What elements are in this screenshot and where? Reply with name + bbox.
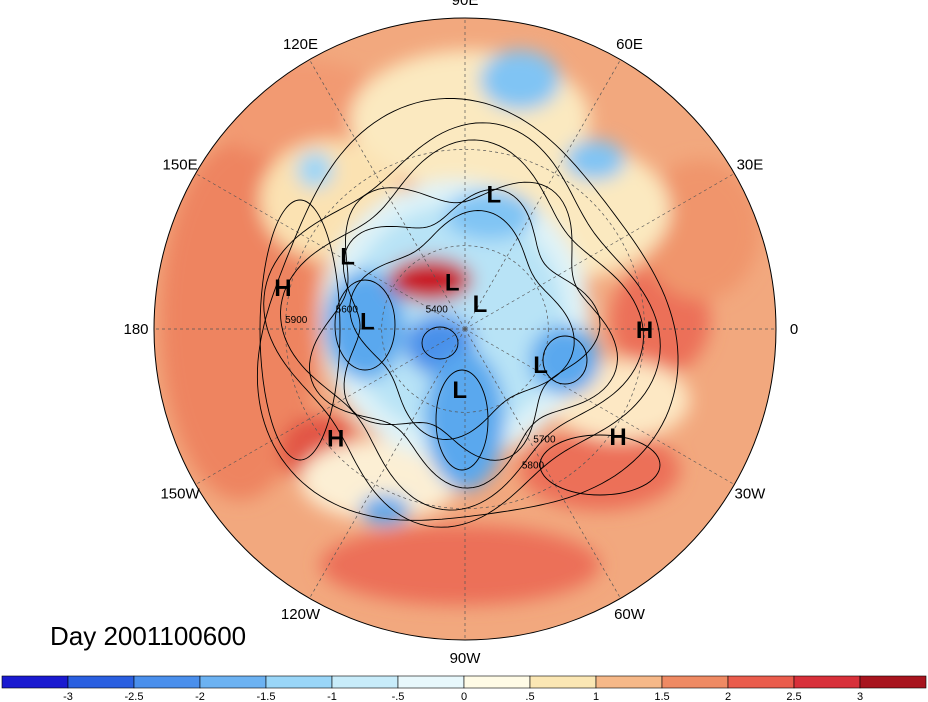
colorbar-tick-label: 3 (857, 691, 863, 702)
colorbar-tick-label: -2 (195, 691, 205, 702)
colorbar-tick-label: 2.5 (786, 691, 801, 702)
contour-label: 5400 (426, 305, 449, 316)
contour-label: 5700 (533, 434, 556, 445)
colorbar-swatch (859, 675, 927, 689)
height-contour (259, 199, 341, 461)
height-contour (421, 326, 459, 360)
longitude-label: 30E (737, 157, 764, 174)
longitude-label: 0 (790, 321, 798, 338)
height-contour (280, 139, 644, 511)
longitude-label: 120E (283, 36, 318, 53)
contour-label: 5600 (336, 304, 359, 315)
colorbar-swatch (463, 675, 531, 689)
colorbar-swatch (265, 675, 333, 689)
colorbar-tick-label: 2 (725, 691, 731, 702)
colorbar-swatch (529, 675, 597, 689)
colorbar-tick-label: 0 (461, 691, 467, 702)
longitude-label: 60E (616, 36, 643, 53)
low-pressure-label: L (340, 244, 355, 271)
longitude-label: 60W (614, 606, 646, 623)
longitude-label: 180 (123, 321, 148, 338)
colorbar-tick-label: -1.5 (257, 691, 276, 702)
height-contour (435, 369, 489, 471)
meridian-line (195, 173, 466, 330)
low-pressure-label: L (473, 291, 488, 318)
parallel-line (285, 149, 645, 509)
low-pressure-label: L (452, 377, 467, 404)
contour-label: 5900 (285, 315, 308, 326)
height-contour (542, 335, 588, 385)
high-pressure-label: H (274, 275, 291, 302)
colorbar-tick-label: 1 (593, 691, 599, 702)
longitude-label: 120W (281, 606, 321, 623)
colorbar-swatch (727, 675, 795, 689)
colorbar-swatch (67, 675, 135, 689)
anomaly-field (154, 18, 776, 640)
colorbar-swatch (1, 675, 69, 689)
colorbar-tick-label: .5 (525, 691, 534, 702)
meridian-line (464, 328, 621, 599)
height-contour (334, 279, 396, 371)
contour-label: 5800 (522, 460, 545, 471)
meridian-line (464, 59, 621, 330)
meridian-line (309, 328, 466, 599)
colorbar-swatch (331, 675, 399, 689)
low-pressure-label: L (445, 269, 460, 296)
meridian-line (464, 173, 735, 330)
longitude-labels: 90E 60E 30E 0 30W 60W 90W 120W 150W 180 150E 120E (123, 0, 798, 667)
low-pressure-label: L (360, 308, 375, 335)
low-pressure-label: L (486, 182, 501, 209)
colorbar-swatch (661, 675, 729, 689)
height-contour (309, 181, 618, 489)
longitude-label: 150E (163, 157, 198, 174)
colorbar: -3 -2.5 -2 -1.5 -1 -.5 0 .5 1 1.5 2 2.5 3 (1, 675, 927, 702)
colorbar-tick-label: 1.5 (654, 691, 669, 702)
high-pressure-label: H (636, 317, 653, 344)
height-contours (256, 97, 679, 528)
parallel-line (381, 245, 549, 413)
meridian-line (309, 59, 466, 330)
colorbar-tick-label: -1 (327, 691, 337, 702)
height-contour (256, 97, 679, 521)
height-contour (349, 210, 575, 440)
colorbar-swatch (133, 675, 201, 689)
colorbar-tick-label: -3 (63, 691, 73, 702)
colorbar-swatch (397, 675, 465, 689)
height-contour (342, 188, 601, 461)
longitude-label: 30W (735, 486, 767, 503)
height-contour (263, 122, 661, 528)
map-title: Day 2001100600 (50, 621, 246, 651)
longitude-label: 90E (452, 0, 479, 9)
colorbar-swatch (199, 675, 267, 689)
colorbar-swatch (595, 675, 663, 689)
height-contour (539, 434, 661, 496)
high-pressure-label: H (327, 426, 344, 453)
contour-labels: 5900 5600 5700 5800 5400 (285, 304, 556, 471)
longitude-label: 90W (450, 650, 482, 667)
colorbar-tick-label: -2.5 (125, 691, 144, 702)
graticule (154, 18, 776, 640)
high-pressure-label: H (609, 424, 626, 451)
meridian-line (464, 328, 735, 485)
low-pressure-label: L (533, 352, 548, 379)
map-boundary (153, 17, 777, 641)
longitude-label: 150W (160, 486, 200, 503)
meridian-line (195, 328, 466, 485)
colorbar-swatch (793, 675, 861, 689)
colorbar-tick-label: -.5 (392, 691, 405, 702)
